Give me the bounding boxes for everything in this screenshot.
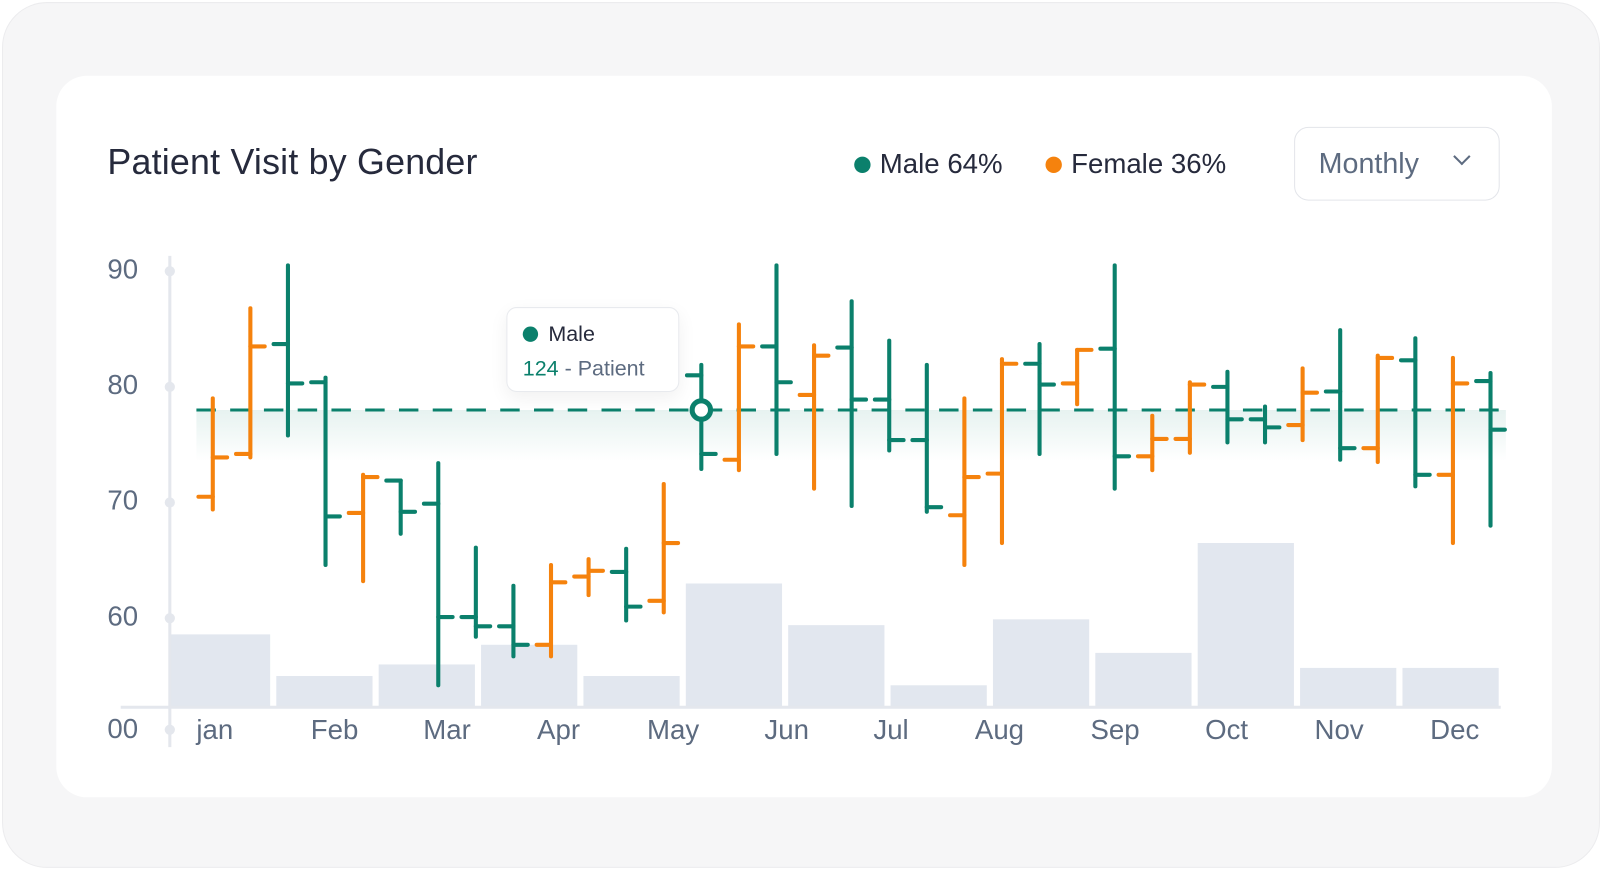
volume-bar [890, 685, 987, 708]
y-tick-label: 60 [107, 600, 139, 632]
volume-bar [583, 676, 680, 708]
y-axis-tick-dot [164, 724, 175, 735]
y-tick-label: 00 [107, 713, 139, 745]
x-tick-label: Mar [423, 714, 471, 746]
x-tick-label: May [647, 714, 700, 746]
x-tick-label: Aug [974, 714, 1025, 746]
x-tick-label: Jul [873, 714, 909, 746]
x-tick-label: Feb [310, 714, 359, 746]
period-select[interactable]: Monthly [1294, 126, 1500, 201]
tooltip-separator: - [558, 357, 578, 381]
volume-bar [685, 583, 783, 708]
volume-bar [1300, 667, 1397, 708]
x-tick-label: Oct [1205, 714, 1249, 746]
volume-bar [1095, 652, 1192, 708]
volume-bar [1402, 667, 1499, 708]
y-axis-tick-dot [164, 266, 175, 277]
x-tick-label: Jun [764, 714, 809, 746]
legend-male[interactable]: Male 64% [854, 148, 1003, 180]
legend-female[interactable]: Female 36% [1045, 148, 1227, 180]
tooltip: Male 124 - Patient [506, 307, 680, 393]
tooltip-value: 124 [522, 357, 559, 381]
tooltip-value-row: 124 - Patient [523, 357, 645, 382]
x-tick-label: jan [196, 714, 234, 746]
x-tick-label: Apr [537, 714, 581, 746]
highlight-marker [689, 398, 714, 422]
male-dot-icon [522, 326, 539, 342]
volume-bar [378, 664, 475, 708]
y-axis-tick-dot [164, 613, 175, 624]
y-axis-tick-dot [164, 381, 175, 393]
x-tick-label: Dec [1430, 714, 1480, 746]
volume-bar [481, 644, 578, 708]
y-axis-tick-dot [164, 497, 175, 508]
x-tick-label: Nov [1314, 714, 1364, 746]
period-select-value: Monthly [1318, 147, 1419, 180]
x-tick-label: Sep [1090, 714, 1140, 746]
volume-bar [788, 625, 885, 708]
male-dot-icon [854, 156, 871, 173]
volume-bar [276, 676, 373, 708]
y-tick-label: 90 [107, 253, 139, 285]
tooltip-series: Male [548, 322, 595, 346]
y-tick-label: 80 [107, 369, 139, 401]
legend-female-label: Female 36% [1071, 148, 1227, 180]
female-dot-icon [1045, 156, 1062, 173]
volume-bar [992, 619, 1090, 708]
volume-bar [1197, 543, 1294, 708]
volume-bar [169, 634, 271, 708]
tooltip-unit: Patient [577, 357, 645, 381]
chart-title: Patient Visit by Gender [107, 142, 478, 183]
y-tick-label: 70 [107, 485, 139, 516]
legend-male-label: Male 64% [879, 148, 1003, 180]
